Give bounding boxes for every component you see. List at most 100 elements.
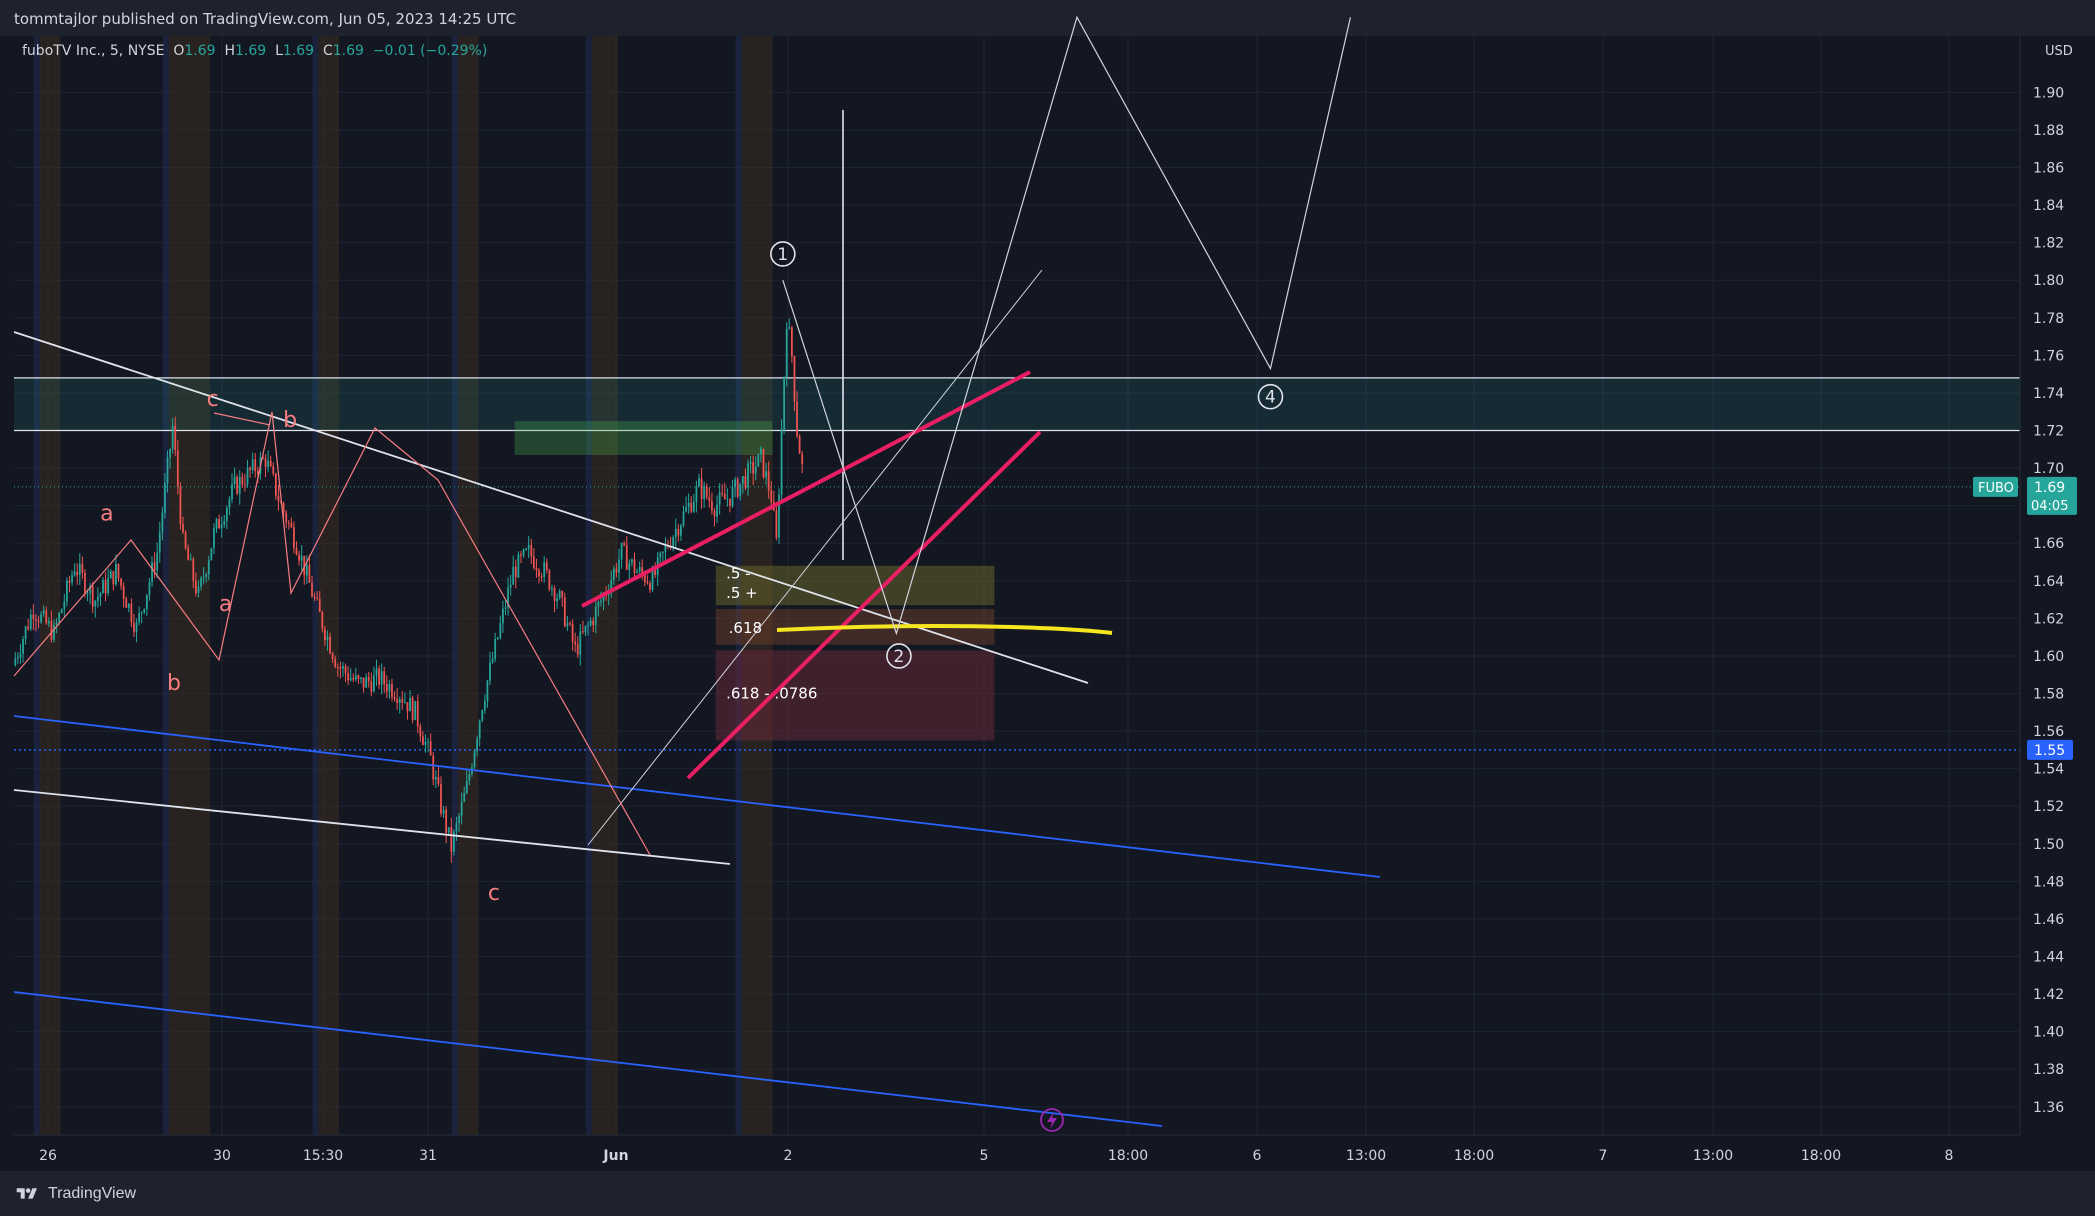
fib-box bbox=[715, 578, 995, 606]
y-tick-label: 1.78 bbox=[2033, 311, 2064, 327]
elliott-circle bbox=[886, 643, 912, 669]
candle-body bbox=[94, 600, 97, 607]
candle-body bbox=[251, 459, 254, 470]
candle-body bbox=[561, 591, 564, 598]
candle-body bbox=[145, 594, 148, 609]
candle-body bbox=[623, 542, 626, 546]
candle-body bbox=[594, 606, 597, 625]
premarket-band bbox=[312, 36, 319, 1135]
candle-body bbox=[53, 624, 55, 640]
candle-body bbox=[378, 668, 380, 685]
price-chart[interactable]: a b c a b c 1 2 4 .5 - .5 + .618 .618 - .0786 USD 1.3… bbox=[0, 0, 2095, 1171]
candle-body bbox=[476, 738, 478, 751]
candle-body bbox=[445, 809, 448, 833]
price-axis-bg bbox=[2020, 36, 2095, 1135]
candle-body bbox=[380, 671, 383, 685]
candle-body bbox=[468, 774, 471, 781]
candle-body bbox=[42, 610, 45, 615]
drawings bbox=[13, 15, 1381, 1127]
candle-body bbox=[130, 603, 133, 623]
candle-body bbox=[765, 471, 767, 478]
candle-body bbox=[241, 476, 244, 485]
candle-body bbox=[553, 587, 556, 602]
candle-body bbox=[525, 548, 528, 550]
candle-body bbox=[339, 667, 342, 669]
candle-body bbox=[708, 497, 711, 502]
candle-body bbox=[311, 582, 313, 597]
candle-body bbox=[783, 377, 786, 430]
y-tick-label: 1.70 bbox=[2033, 461, 2064, 477]
candle-body bbox=[682, 511, 685, 526]
candle-body bbox=[109, 571, 112, 579]
candle-body bbox=[122, 585, 125, 599]
candle-body bbox=[76, 571, 79, 576]
level-tag-label: 1.55 bbox=[2034, 743, 2065, 759]
candle-body bbox=[587, 625, 589, 627]
candle-body bbox=[664, 545, 667, 552]
candle-body bbox=[96, 597, 99, 601]
candle-body bbox=[58, 613, 61, 623]
candle-body bbox=[520, 554, 522, 556]
tradingview-logo-icon[interactable] bbox=[14, 1186, 40, 1202]
candle-body bbox=[780, 429, 783, 495]
last-price-tag bbox=[2027, 476, 2077, 515]
y-tick-label: 1.50 bbox=[2033, 837, 2064, 853]
candle-body bbox=[277, 495, 280, 502]
candle-body bbox=[357, 675, 360, 679]
currency-label: USD bbox=[2045, 44, 2073, 59]
wave-label: a bbox=[100, 502, 113, 527]
wave1-line bbox=[587, 269, 1043, 846]
premarket-band bbox=[33, 36, 40, 1135]
x-tick-label: Jun bbox=[602, 1148, 628, 1164]
candle-body bbox=[643, 573, 646, 583]
elliott-label: 4 bbox=[1265, 388, 1276, 408]
candle-body bbox=[344, 666, 347, 674]
candle-body bbox=[308, 564, 311, 583]
candle-body bbox=[687, 502, 690, 508]
candle-body bbox=[483, 701, 486, 711]
elliott-projection bbox=[782, 15, 1352, 636]
candle-body bbox=[465, 780, 468, 794]
candle-body bbox=[620, 542, 623, 560]
candle-body bbox=[680, 525, 682, 536]
y-tick-label: 1.58 bbox=[2033, 687, 2064, 703]
afterhours-band bbox=[457, 36, 479, 1135]
candle-body bbox=[422, 736, 424, 745]
tradingview-brand[interactable]: TradingView bbox=[48, 1184, 137, 1202]
candle-body bbox=[543, 562, 546, 577]
candle-body bbox=[649, 583, 651, 590]
candle-body bbox=[414, 701, 417, 721]
candle-body bbox=[176, 450, 179, 487]
candle-body bbox=[434, 776, 437, 780]
candle-body bbox=[571, 623, 574, 642]
candle-body bbox=[316, 597, 319, 599]
candle-body bbox=[179, 486, 182, 525]
candle-body bbox=[517, 554, 520, 578]
candle-body bbox=[207, 560, 210, 575]
candle-body bbox=[551, 587, 553, 590]
candle-body bbox=[200, 578, 202, 587]
candle-body bbox=[256, 471, 259, 474]
candle-body bbox=[187, 548, 190, 561]
candle-body bbox=[391, 683, 393, 698]
candle-body bbox=[641, 566, 644, 574]
candle-body bbox=[432, 755, 435, 780]
candle-body bbox=[716, 504, 718, 517]
symbol-legend: fuboTV Inc., 5, NYSE O1.69 H1.69 L1.69 C… bbox=[22, 43, 487, 59]
candle-body bbox=[171, 425, 174, 450]
candle-body bbox=[156, 552, 159, 571]
close-label: C bbox=[322, 43, 333, 59]
candle-body bbox=[269, 460, 272, 467]
candle-body bbox=[453, 831, 455, 852]
y-tick-label: 1.44 bbox=[2033, 950, 2064, 966]
candle-body bbox=[788, 327, 791, 329]
candle-body bbox=[424, 742, 427, 745]
candle-body bbox=[102, 580, 104, 594]
level-tag bbox=[2027, 739, 2073, 760]
plot-area bbox=[14, 36, 2020, 1135]
x-tick-label: 18:00 bbox=[1801, 1148, 1841, 1164]
candle-body bbox=[66, 580, 68, 602]
candle-body bbox=[429, 741, 432, 756]
candle-body bbox=[367, 676, 370, 682]
candle-body bbox=[290, 522, 293, 528]
